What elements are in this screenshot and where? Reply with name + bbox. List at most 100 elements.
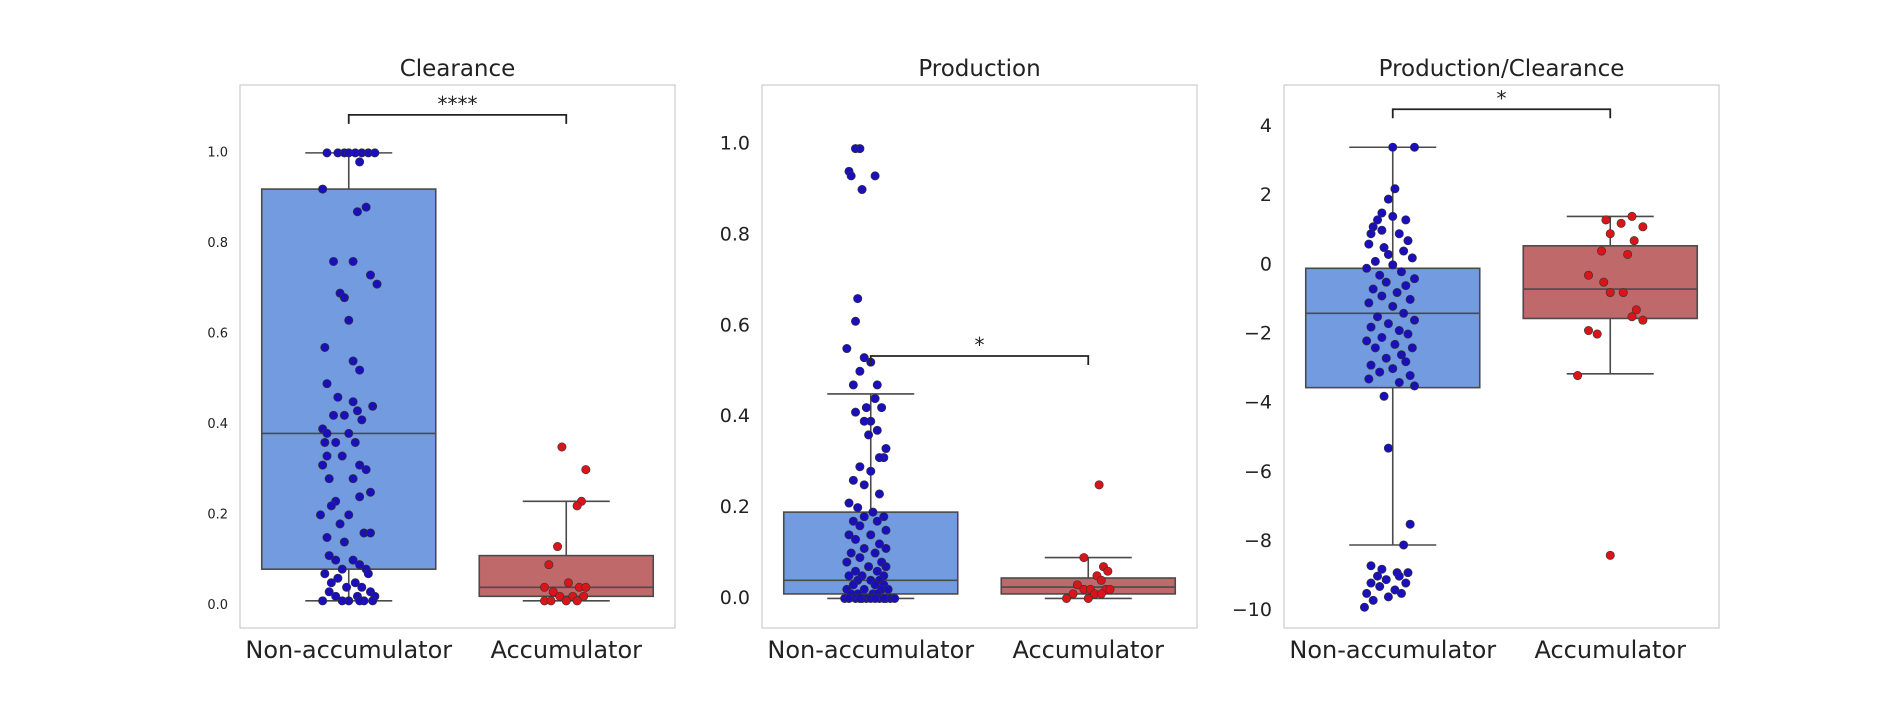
- data-point: [324, 587, 334, 597]
- data-point: [1388, 301, 1398, 311]
- data-point: [864, 430, 874, 440]
- data-point: [846, 548, 856, 558]
- plot-frame: [761, 84, 1198, 629]
- y-tick-label: 4: [1260, 115, 1272, 137]
- data-point: [1366, 561, 1376, 571]
- data-point: [1375, 367, 1385, 377]
- data-point: [320, 569, 330, 579]
- data-point: [1094, 480, 1104, 490]
- data-point: [1597, 246, 1607, 256]
- significance-label: *: [1497, 86, 1507, 110]
- data-point: [350, 578, 360, 588]
- chart-panel-1: Clearance 0.0 0.2 0.4 0.6 0.8 1.0 Non-accumulat…: [207, 56, 676, 664]
- data-point: [1375, 270, 1385, 280]
- significance-bracket: [869, 355, 1090, 365]
- data-point: [1383, 319, 1393, 329]
- y-tick-label: 0.6: [720, 314, 750, 336]
- box-non-accumulator: [260, 152, 437, 602]
- chart-panel-2: Production 0.0 0.2 0.4 0.6 0.8 1.0 Non-accumula…: [720, 56, 1198, 664]
- data-point: [368, 596, 378, 606]
- data-point: [322, 451, 332, 461]
- data-point: [1366, 322, 1376, 332]
- box-accumulator: [1522, 215, 1699, 375]
- data-point: [322, 428, 332, 438]
- data-point: [1105, 584, 1115, 594]
- data-point: [365, 270, 375, 280]
- data-point: [372, 279, 382, 289]
- data-point: [881, 525, 891, 535]
- y-tick-label: 0.4: [207, 417, 228, 432]
- data-point: [1638, 222, 1648, 232]
- data-point: [348, 474, 358, 484]
- data-point: [855, 521, 865, 531]
- data-point: [318, 460, 328, 470]
- data-point: [1638, 315, 1648, 325]
- significance-bracket: [347, 113, 568, 124]
- data-point: [337, 564, 347, 574]
- data-point: [1096, 589, 1106, 599]
- data-point: [879, 512, 889, 522]
- data-point: [857, 185, 867, 195]
- data-point: [1379, 391, 1389, 401]
- data-point: [848, 475, 858, 485]
- data-point: [1616, 218, 1626, 228]
- data-point: [1072, 580, 1082, 590]
- data-point: [851, 566, 861, 576]
- data-point: [548, 587, 558, 597]
- data-point: [1377, 225, 1387, 235]
- box-iqr: [1522, 245, 1699, 320]
- y-tick-label: −6: [1244, 461, 1272, 483]
- data-point: [357, 582, 367, 592]
- data-point: [331, 437, 341, 447]
- data-point: [851, 407, 861, 417]
- data-point: [855, 462, 865, 472]
- data-point: [555, 591, 565, 601]
- data-point: [1383, 592, 1393, 602]
- data-point: [848, 516, 858, 526]
- data-point: [1599, 277, 1609, 287]
- data-point: [864, 562, 874, 572]
- data-point: [844, 593, 854, 603]
- data-point: [842, 344, 852, 354]
- data-point: [1368, 284, 1378, 294]
- data-point: [870, 580, 880, 590]
- data-point: [1362, 263, 1372, 273]
- data-point: [572, 596, 582, 606]
- plot-frame: [239, 84, 676, 629]
- data-point: [866, 466, 876, 476]
- data-point: [874, 539, 884, 549]
- data-point: [874, 453, 884, 463]
- data-point: [1403, 329, 1413, 339]
- data-point: [368, 401, 378, 411]
- data-point: [859, 584, 869, 594]
- data-point: [1366, 360, 1376, 370]
- data-point: [1383, 249, 1393, 259]
- y-tick-label: −4: [1244, 392, 1272, 414]
- data-point: [1631, 305, 1641, 315]
- y-tick-label: 0.8: [720, 223, 750, 245]
- data-point: [842, 557, 852, 567]
- data-point: [877, 403, 887, 413]
- data-point: [1103, 566, 1113, 576]
- data-point: [579, 591, 589, 601]
- data-point: [881, 543, 891, 553]
- data-point: [322, 379, 332, 389]
- data-point: [348, 256, 358, 266]
- data-point: [1399, 308, 1409, 318]
- data-point: [1592, 329, 1602, 339]
- data-point: [868, 507, 878, 517]
- data-point: [1388, 142, 1398, 152]
- data-point: [318, 596, 328, 606]
- box-accumulator: [478, 500, 655, 602]
- data-point: [1401, 215, 1411, 225]
- y-tick-label: −10: [1232, 599, 1272, 621]
- x-tick-label-non-accumulator: Non-accumulator: [1289, 636, 1496, 664]
- data-point: [883, 584, 893, 594]
- data-point: [339, 293, 349, 303]
- y-tick-label: 2: [1260, 184, 1272, 206]
- data-point: [844, 571, 854, 581]
- box-iqr: [260, 188, 437, 570]
- data-point: [1396, 267, 1406, 277]
- data-point: [339, 537, 349, 547]
